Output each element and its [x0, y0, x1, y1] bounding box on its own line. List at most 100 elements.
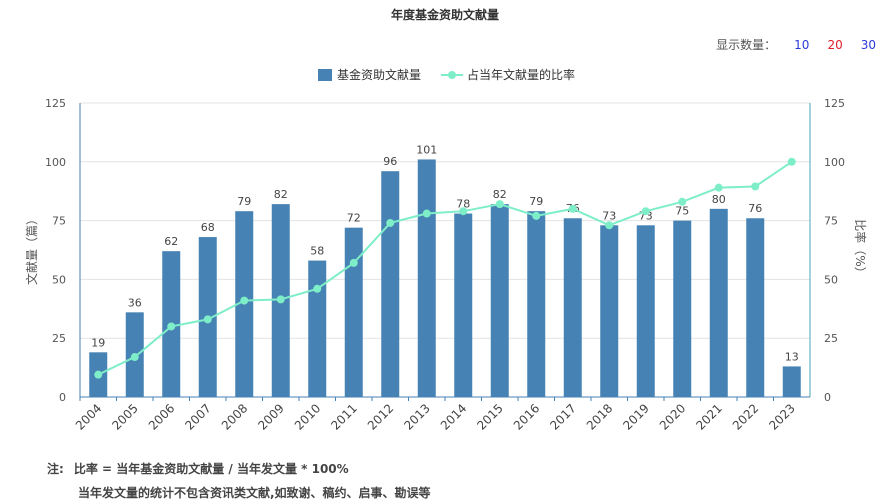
- bar-value-label: 68: [201, 221, 215, 234]
- note-ratio-text: 比率 = 当年基金资助文献量 / 当年发文量 * 100%: [73, 462, 349, 476]
- bar: [782, 366, 801, 397]
- bar-value-label: 82: [493, 188, 507, 201]
- x-tick-label: 2015: [474, 401, 505, 432]
- bar: [709, 208, 728, 397]
- y-tick-label: 50: [52, 273, 66, 286]
- ratio-point: [313, 284, 322, 293]
- bar: [600, 225, 619, 397]
- gridlines: [80, 102, 810, 339]
- bar: [673, 220, 692, 397]
- bar-value-label: 79: [529, 195, 543, 208]
- bar-value-label: 78: [456, 198, 470, 211]
- ratio-point: [605, 221, 614, 230]
- x-tick-label: 2016: [511, 401, 542, 432]
- bar: [344, 227, 363, 397]
- ratio-point: [568, 204, 577, 213]
- ratio-point: [495, 200, 504, 209]
- bar: [381, 171, 400, 397]
- bar-value-label: 73: [602, 209, 616, 222]
- y-tick-label: 0: [59, 391, 66, 404]
- y-right-tick-label: 125: [824, 97, 845, 110]
- legend-line-label[interactable]: 占当年文献量的比率: [467, 67, 575, 82]
- x-tick-label: 2011: [328, 401, 359, 432]
- ratio-point: [167, 322, 176, 331]
- bar-value-label: 62: [164, 235, 178, 248]
- ratio-point: [130, 353, 139, 362]
- y-axis-right-label: 比率（%）: [853, 219, 868, 278]
- y-tick-label: 25: [52, 332, 66, 345]
- x-tick-label: 2017: [547, 401, 578, 432]
- ratio-series: [94, 157, 796, 379]
- show-count-control: 显示数量： 10 20 30: [716, 36, 876, 53]
- bar-value-label: 96: [383, 155, 397, 168]
- ratio-point: [349, 258, 358, 267]
- axes: [79, 103, 811, 401]
- show-count-option-30[interactable]: 30: [860, 37, 876, 52]
- bar: [563, 218, 582, 397]
- bar-value-label: 82: [274, 188, 288, 201]
- legend-line-marker[interactable]: [448, 71, 456, 79]
- x-tick-label: 2013: [401, 401, 432, 432]
- legend: 基金资助文献量 占当年文献量的比率: [318, 67, 575, 82]
- bar-labels: 1936626879825872961017882797673737580761…: [91, 143, 799, 363]
- x-tick-label: 2010: [292, 401, 323, 432]
- x-tick-label: 2007: [182, 401, 213, 432]
- x-tick-label: 2008: [219, 401, 250, 432]
- y-axis-label: 文献量（篇）: [24, 213, 39, 285]
- ratio-point: [751, 182, 760, 191]
- x-tick-label: 2018: [584, 401, 615, 432]
- y-right-tick-label: 100: [824, 156, 845, 169]
- note-line-2: 当年发文量的统计不包含资讯类文献,如致谢、稿约、启事、勘误等: [78, 486, 431, 500]
- x-tick-label: 2012: [365, 401, 396, 432]
- ratio-point: [787, 157, 796, 166]
- ratio-point: [678, 197, 687, 206]
- x-tick-labels: 2004 2005 2006 2007 2008 2009 2010 2011 2012 2013…: [73, 401, 798, 432]
- x-tick-label: 2005: [109, 401, 140, 432]
- x-tick-label: 2014: [438, 401, 469, 432]
- legend-bar-swatch[interactable]: [318, 69, 332, 81]
- show-count-label: 显示数量：: [716, 38, 777, 52]
- bar: [490, 204, 509, 397]
- bar-value-label: 101: [416, 143, 437, 156]
- note-label: 注:: [47, 462, 64, 476]
- bar-value-label: 72: [347, 212, 361, 225]
- y-tick-label: 125: [45, 97, 66, 110]
- y-tick-labels: 0 0 25 25 50 50 75 75 100 100 125 125: [45, 97, 845, 404]
- x-tick-label: 2023: [766, 401, 797, 432]
- bar: [636, 225, 655, 397]
- x-tick-label: 2022: [730, 401, 761, 432]
- bar-value-label: 19: [91, 336, 105, 349]
- show-count-option-20[interactable]: 20: [827, 37, 843, 52]
- bar: [417, 159, 436, 397]
- ratio-point: [641, 207, 650, 216]
- ratio-point: [386, 218, 395, 227]
- y-tick-label: 100: [45, 156, 66, 169]
- ratio-point: [714, 183, 723, 192]
- ratio-point: [240, 296, 249, 305]
- x-tick-label: 2006: [146, 401, 177, 432]
- y-right-tick-label: 50: [824, 273, 838, 286]
- bar: [308, 260, 327, 397]
- show-count-option-10[interactable]: 10: [794, 37, 810, 52]
- y-right-tick-label: 0: [824, 391, 831, 404]
- bar-value-label: 76: [748, 202, 762, 215]
- note-line-1: 注: 比率 = 当年基金资助文献量 / 当年发文量 * 100%: [47, 460, 349, 477]
- x-tick-label: 2021: [693, 401, 724, 432]
- bar-value-label: 36: [128, 296, 142, 309]
- ratio-point: [459, 207, 468, 216]
- legend-bar-label[interactable]: 基金资助文献量: [337, 67, 421, 82]
- y-tick-label: 75: [52, 215, 66, 228]
- ratio-line: [97, 160, 793, 376]
- bar-value-label: 13: [785, 350, 799, 363]
- y-right-tick-label: 75: [824, 215, 838, 228]
- ratio-point: [276, 295, 285, 304]
- y-right-tick-label: 25: [824, 332, 838, 345]
- bars: [89, 159, 801, 397]
- bar-value-label: 80: [712, 193, 726, 206]
- x-tick-label: 2004: [73, 401, 104, 432]
- x-tick-label: 2009: [255, 401, 286, 432]
- bar-value-label: 79: [237, 195, 251, 208]
- chart-title: 年度基金资助文献量: [390, 8, 499, 22]
- ratio-point: [532, 211, 541, 220]
